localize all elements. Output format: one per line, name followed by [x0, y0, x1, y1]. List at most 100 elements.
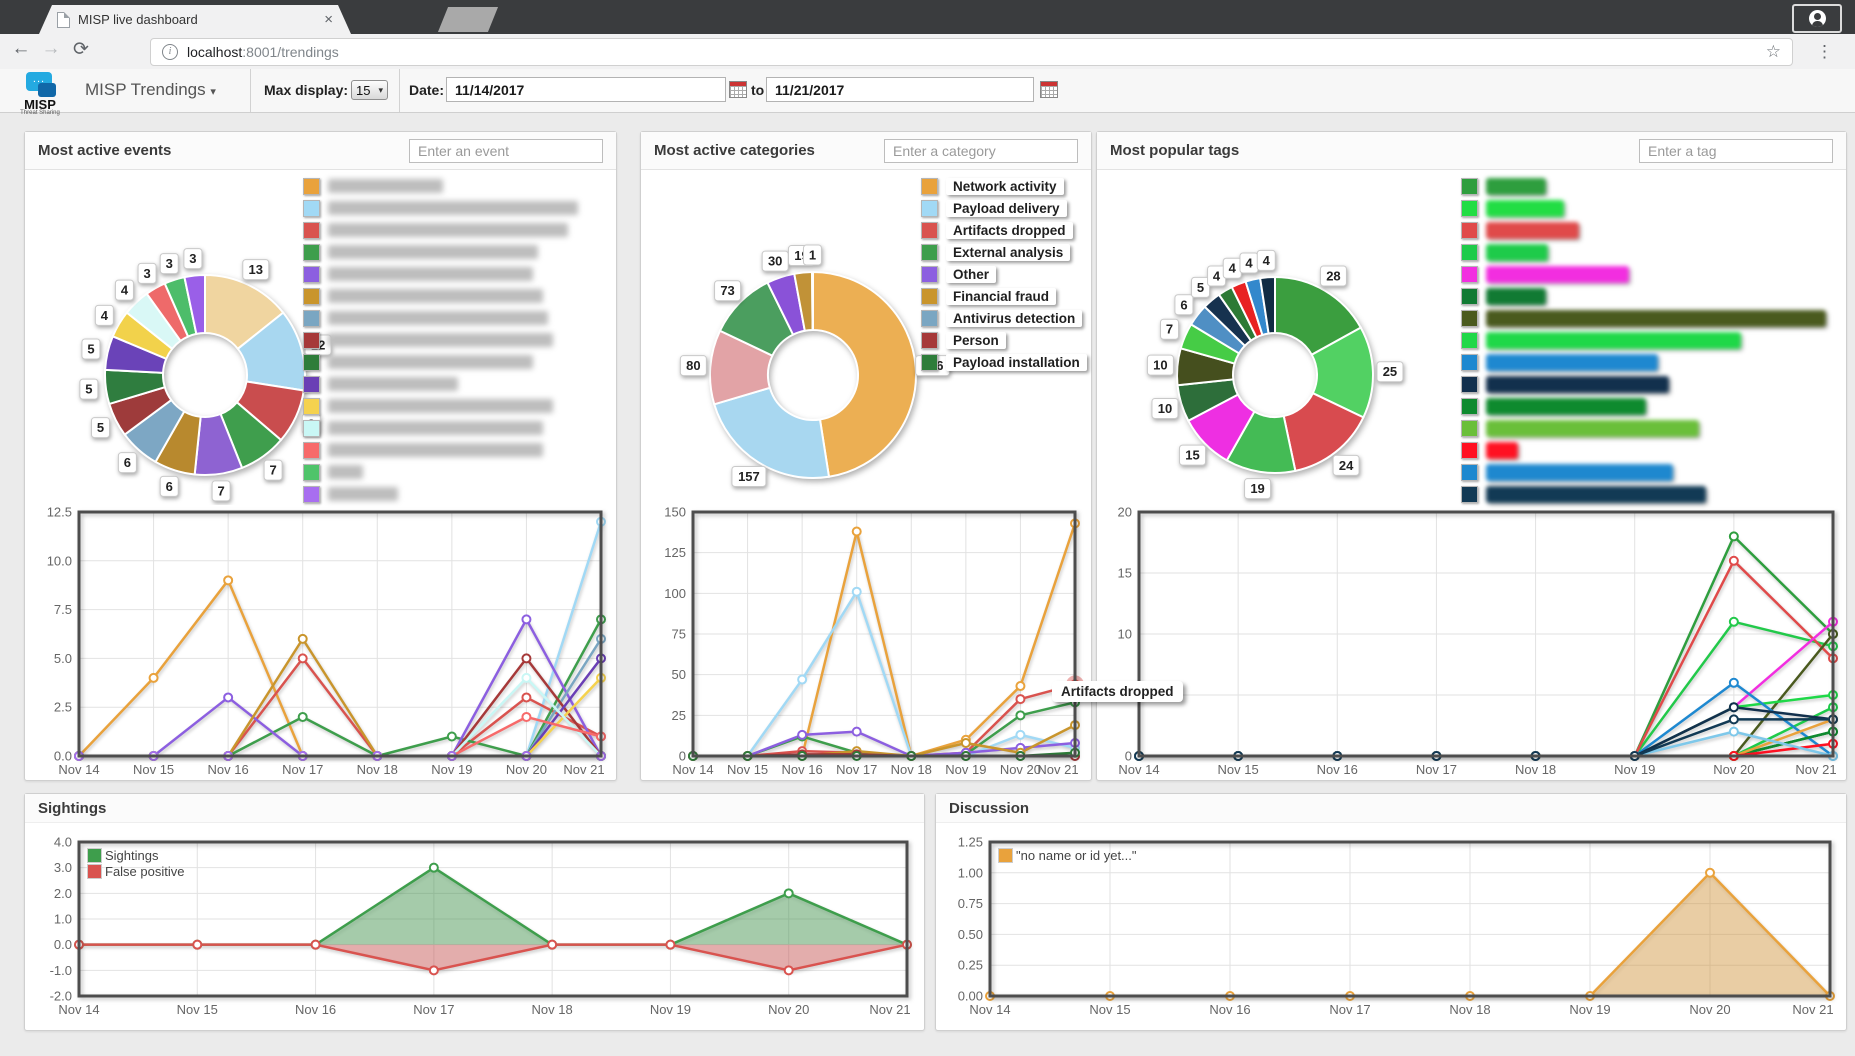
- events-legend-item[interactable]: [303, 463, 578, 481]
- svg-text:80: 80: [686, 358, 700, 373]
- tags-legend-item[interactable]: [1461, 353, 1826, 371]
- tags-legend-item[interactable]: [1461, 243, 1826, 261]
- categories-donut-chart: 326157807330191: [641, 170, 1089, 510]
- legend-swatch: [303, 463, 320, 481]
- events-legend-item[interactable]: [303, 243, 578, 261]
- browser-tab[interactable]: MISP live dashboard ×: [39, 5, 351, 34]
- events-legend-item[interactable]: [303, 221, 578, 239]
- categories-legend-item[interactable]: Network activity: [921, 177, 1087, 195]
- browser-profile-button[interactable]: [1792, 4, 1842, 33]
- svg-text:Nov 17: Nov 17: [413, 1002, 454, 1017]
- svg-text:0.0: 0.0: [54, 749, 72, 764]
- events-legend-item[interactable]: [303, 265, 578, 283]
- svg-text:7.5: 7.5: [54, 602, 72, 617]
- date-from-input[interactable]: [446, 77, 726, 102]
- panel-header: Sightings: [25, 794, 924, 823]
- url-bar[interactable]: i localhost:8001/trendings ☆: [150, 38, 1793, 66]
- svg-text:Nov 20: Nov 20: [1713, 762, 1754, 777]
- categories-legend-item[interactable]: Payload delivery: [921, 199, 1087, 217]
- legend-swatch: [1461, 177, 1478, 195]
- svg-text:4: 4: [101, 308, 109, 323]
- categories-legend-item[interactable]: Artifacts dropped: [921, 221, 1087, 239]
- events-legend-item[interactable]: [303, 397, 578, 415]
- calendar-icon[interactable]: [729, 81, 747, 98]
- events-legend-item[interactable]: [303, 419, 578, 437]
- events-donut-chart: 13128776655544333: [25, 170, 465, 510]
- svg-text:Nov 18: Nov 18: [357, 762, 398, 777]
- page-info-icon[interactable]: i: [162, 44, 178, 60]
- refresh-icon[interactable]: ⟳: [73, 39, 89, 60]
- events-legend-item[interactable]: [303, 485, 578, 503]
- calendar-icon[interactable]: [1040, 81, 1058, 98]
- forward-icon[interactable]: →: [41, 38, 61, 59]
- tags-legend-item[interactable]: [1461, 375, 1826, 393]
- tags-legend-item[interactable]: [1461, 397, 1826, 415]
- legend-swatch: [1461, 221, 1478, 239]
- tag-search-input[interactable]: [1639, 138, 1833, 163]
- date-to-input[interactable]: [766, 77, 1034, 102]
- svg-text:4: 4: [121, 283, 129, 298]
- tags-legend-item[interactable]: [1461, 463, 1826, 481]
- discussion-area-chart: 0.00 0.25 0.50 0.75 1.00 1.25 Nov 14 Nov 15 Nov …: [942, 834, 1840, 1027]
- categories-legend-item[interactable]: Antivirus detection: [921, 309, 1087, 327]
- event-search-input[interactable]: [409, 138, 603, 163]
- categories-legend-item[interactable]: Person: [921, 331, 1087, 349]
- tags-legend-item[interactable]: [1461, 287, 1826, 305]
- redacted-tag-pill: [1486, 265, 1629, 283]
- events-legend-item[interactable]: [303, 353, 578, 371]
- app-title-dropdown[interactable]: MISP Trendings ▾: [85, 80, 216, 99]
- legend-swatch: [921, 353, 938, 371]
- redacted-tag-pill: [1486, 397, 1646, 415]
- svg-text:2.5: 2.5: [54, 700, 72, 715]
- panel-title: Most popular tags: [1110, 142, 1240, 159]
- tags-legend-item[interactable]: [1461, 177, 1826, 195]
- tags-legend-item[interactable]: [1461, 485, 1826, 503]
- legend-swatch: [303, 419, 320, 437]
- tags-legend-item[interactable]: [1461, 199, 1826, 217]
- events-legend-item[interactable]: [303, 331, 578, 349]
- svg-text:Nov 18: Nov 18: [891, 762, 932, 777]
- events-legend-item[interactable]: [303, 309, 578, 327]
- legend-swatch: [1461, 265, 1478, 283]
- tags-donut-chart: 28 25 24 19 15 10 10 7 6 5 4 4 4 4: [1097, 170, 1562, 510]
- back-icon[interactable]: ←: [11, 38, 31, 59]
- events-legend-item[interactable]: [303, 441, 578, 459]
- svg-text:0: 0: [679, 749, 686, 764]
- legend-swatch: [921, 287, 938, 305]
- svg-text:6: 6: [124, 455, 131, 470]
- events-legend-item[interactable]: [303, 287, 578, 305]
- new-tab-button[interactable]: [437, 7, 499, 32]
- browser-menu-icon[interactable]: ⋮: [1816, 42, 1833, 61]
- divider: [399, 69, 400, 112]
- events-legend-item[interactable]: [303, 375, 578, 393]
- redacted-tag-pill: [1486, 463, 1673, 481]
- chart-tooltip: Artifacts dropped: [1052, 681, 1183, 702]
- tags-legend-item[interactable]: [1461, 419, 1826, 437]
- tab-title: MISP live dashboard: [78, 12, 198, 27]
- tags-legend-item[interactable]: [1461, 331, 1826, 349]
- tags-legend-item[interactable]: [1461, 441, 1826, 459]
- categories-legend-item[interactable]: Financial fraud: [921, 287, 1087, 305]
- svg-text:Nov 19: Nov 19: [1614, 762, 1655, 777]
- bookmark-star-icon[interactable]: ☆: [1765, 42, 1781, 61]
- max-display-select[interactable]: 15 ▾: [351, 80, 388, 100]
- panel-title: Sightings: [38, 799, 107, 817]
- svg-text:Nov 19: Nov 19: [650, 1002, 691, 1017]
- category-search-input[interactable]: [884, 138, 1078, 163]
- events-legend-item[interactable]: [303, 177, 578, 195]
- svg-text:4: 4: [1245, 255, 1253, 270]
- tags-legend: [1461, 177, 1826, 503]
- tags-legend-item[interactable]: [1461, 221, 1826, 239]
- categories-legend-item[interactable]: Other: [921, 265, 1087, 283]
- svg-text:Nov 19: Nov 19: [1569, 1002, 1610, 1017]
- redacted-event-name: [328, 465, 363, 479]
- svg-text:Nov 21: Nov 21: [869, 1002, 910, 1017]
- categories-legend-item[interactable]: Payload installation: [921, 353, 1087, 371]
- tags-legend-item[interactable]: [1461, 265, 1826, 283]
- categories-legend-item[interactable]: External analysis: [921, 243, 1087, 261]
- category-legend-label: Financial fraud: [946, 287, 1057, 305]
- tab-close-icon[interactable]: ×: [324, 11, 333, 28]
- redacted-event-name: [328, 311, 548, 325]
- events-legend-item[interactable]: [303, 199, 578, 217]
- tags-legend-item[interactable]: [1461, 309, 1826, 327]
